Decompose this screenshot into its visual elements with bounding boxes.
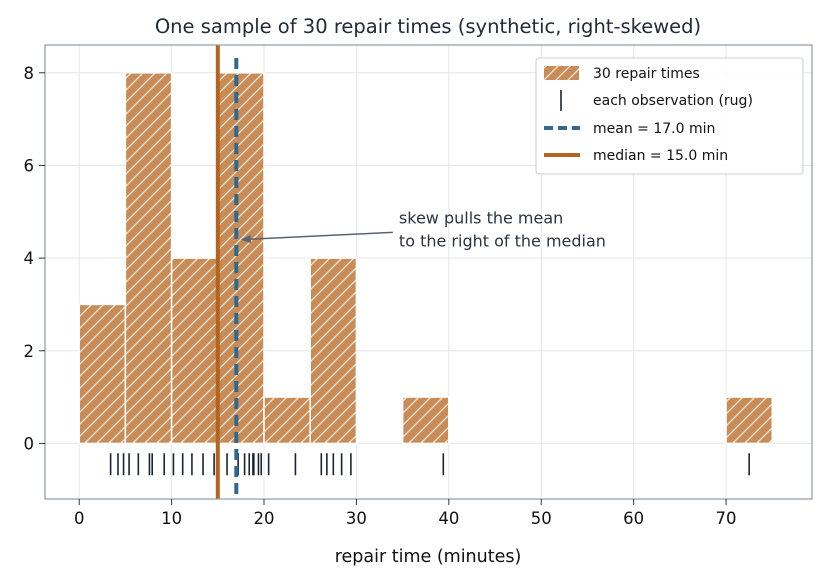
y-tick-label: 2	[24, 342, 35, 361]
x-tick-label: 10	[161, 509, 182, 528]
histogram-bar-hatch	[726, 397, 773, 444]
histogram-bar-hatch	[171, 258, 218, 444]
rug-marks	[109, 453, 750, 476]
annotation: skew pulls the mean to the right of the …	[240, 208, 606, 250]
annotation-text-line-1: skew pulls the mean	[399, 208, 563, 227]
y-tick-label: 0	[24, 434, 35, 453]
y-axis-ticks: 0 2 4 6 8	[24, 64, 45, 453]
chart-title: One sample of 30 repair times (synthetic…	[155, 15, 701, 38]
histogram-bar-hatch	[125, 72, 172, 444]
histogram-bar-hatch	[79, 304, 126, 444]
y-tick-label: 4	[24, 249, 35, 268]
annotation-arrow	[240, 231, 393, 244]
histogram-bar-hatch	[310, 258, 357, 444]
x-tick-label: 60	[623, 509, 644, 528]
histogram-bar-hatch	[402, 397, 449, 444]
x-tick-label: 30	[346, 509, 367, 528]
x-tick-label: 40	[438, 509, 459, 528]
legend-label-mean: mean = 17.0 min	[593, 121, 715, 137]
x-tick-label: 70	[716, 509, 737, 528]
plot-frame	[44, 44, 813, 500]
reference-lines	[215, 45, 239, 499]
x-tick-label: 50	[531, 509, 552, 528]
histogram-bars	[78, 72, 774, 445]
histogram-bar-hatch	[264, 397, 311, 444]
legend-swatch-hatch	[544, 66, 579, 80]
legend-label-histogram: 30 repair times	[593, 66, 700, 82]
histogram-bar-hatch	[217, 72, 265, 444]
legend-box	[535, 57, 804, 175]
x-axis-label: repair time (minutes)	[335, 547, 522, 567]
legend: 30 repair times each observation (rug) m…	[535, 57, 804, 175]
x-tick-label: 0	[74, 509, 85, 528]
x-tick-label: 20	[254, 509, 275, 528]
legend-label-rug: each observation (rug)	[593, 93, 753, 109]
y-tick-label: 8	[24, 64, 35, 83]
y-tick-label: 6	[24, 156, 35, 175]
legend-label-median: median = 15.0 min	[593, 148, 728, 164]
annotation-text-line-2: to the right of the median	[399, 231, 606, 250]
x-axis-ticks: 0 10 20 30 40 50 60 70	[74, 499, 737, 528]
